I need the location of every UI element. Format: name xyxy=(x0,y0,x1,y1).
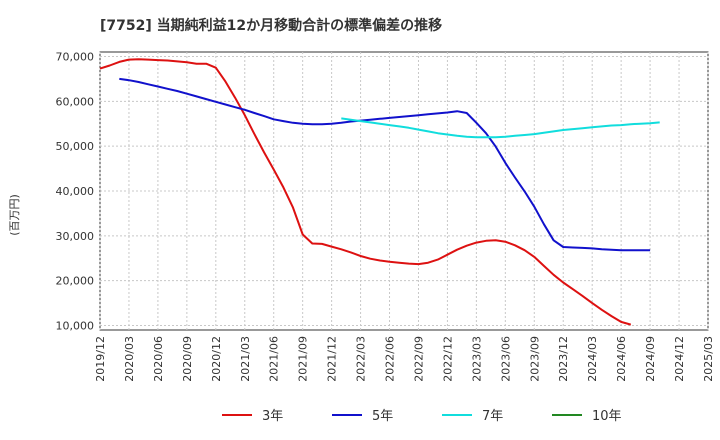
tick-layer: 10,000 20,000 30,000 40,000 50,000 60,000 70,0… xyxy=(56,50,716,381)
x-tick-label: 2021/12 xyxy=(326,336,339,382)
x-tick-label: 2023/12 xyxy=(557,336,570,382)
y-tick-label: 10,000 xyxy=(56,320,95,333)
x-tick-label: 2022/12 xyxy=(441,336,454,382)
y-tick-label: 20,000 xyxy=(56,275,95,288)
series-line-1 xyxy=(119,77,651,252)
x-tick-label: 2022/03 xyxy=(355,336,368,382)
series-layer xyxy=(99,58,660,326)
y-tick-label: 60,000 xyxy=(56,95,95,108)
x-tick-label: 2024/03 xyxy=(586,336,599,382)
y-axis-label: (百万円) xyxy=(8,194,21,236)
y-tick-label: 50,000 xyxy=(56,140,95,153)
x-tick-label: 2025/03 xyxy=(702,336,715,382)
x-tick-label: 2020/06 xyxy=(152,336,165,382)
x-tick-label: 2020/03 xyxy=(123,336,136,382)
x-tick-label: 2022/06 xyxy=(384,336,397,382)
x-tick-label: 2024/09 xyxy=(644,336,657,382)
x-tick-label: 2023/09 xyxy=(528,336,541,382)
x-tick-label: 2021/09 xyxy=(297,336,310,382)
grid-layer xyxy=(99,52,709,330)
y-tick-label: 40,000 xyxy=(56,185,95,198)
series-line-2 xyxy=(341,117,660,139)
legend-label-2: 7年 xyxy=(482,409,503,424)
x-tick-label: 2024/06 xyxy=(615,336,628,382)
x-tick-label: 2019/12 xyxy=(94,336,107,382)
x-tick-label: 2021/03 xyxy=(239,336,252,382)
legend-label-0: 3年 xyxy=(262,409,283,424)
chart-title: [7752] 当期純利益12か月移動合計の標準偏差の推移 xyxy=(100,17,442,34)
x-tick-label: 2022/09 xyxy=(412,336,425,382)
legend-label-1: 5年 xyxy=(372,409,393,424)
legend: 3年 5年 7年 10年 xyxy=(222,409,622,424)
x-tick-label: 2023/06 xyxy=(499,336,512,382)
series-line-0 xyxy=(99,58,632,326)
x-tick-label: 2020/12 xyxy=(210,336,223,382)
x-tick-label: 2023/03 xyxy=(470,336,483,382)
y-tick-label: 30,000 xyxy=(56,230,95,243)
legend-label-3: 10年 xyxy=(592,409,622,424)
x-tick-label: 2020/09 xyxy=(181,336,194,382)
x-tick-label: 2021/06 xyxy=(268,336,281,382)
y-tick-label: 70,000 xyxy=(56,50,95,63)
x-tick-label: 2024/12 xyxy=(673,336,686,382)
